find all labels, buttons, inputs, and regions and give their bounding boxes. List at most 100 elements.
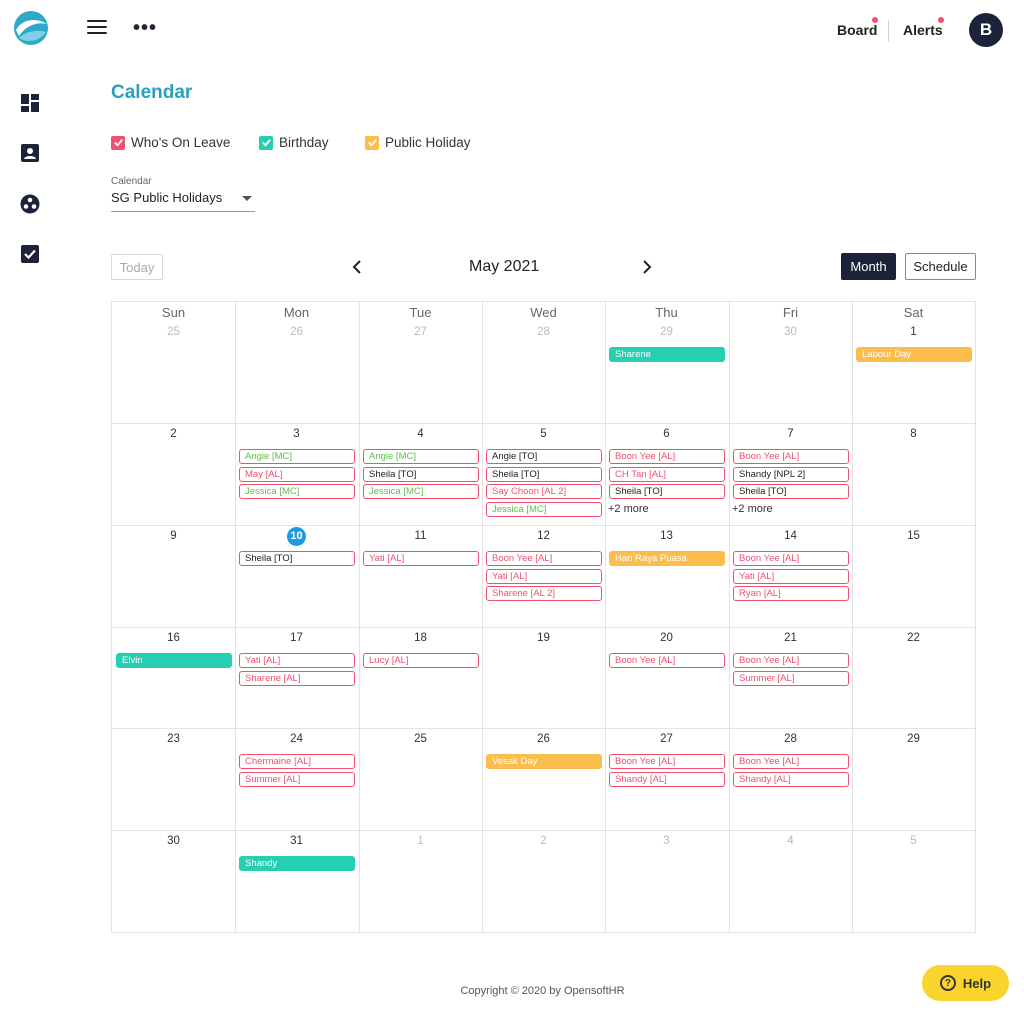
day-number[interactable]: 16 bbox=[167, 632, 180, 644]
checkbox-checked-icon[interactable] bbox=[259, 135, 273, 150]
day-number[interactable]: 25 bbox=[167, 326, 180, 338]
calendar-event[interactable]: Yati [AL] bbox=[363, 551, 479, 566]
help-button[interactable]: ? Help bbox=[922, 965, 1009, 1001]
day-number[interactable]: 21 bbox=[784, 632, 797, 644]
team-icon[interactable] bbox=[20, 194, 40, 214]
day-number[interactable]: 4 bbox=[787, 835, 794, 847]
board-link[interactable]: Board bbox=[837, 22, 877, 38]
calendar-event[interactable]: Shandy bbox=[239, 856, 355, 871]
calendar-event[interactable]: Shandy [NPL 2] bbox=[733, 466, 849, 482]
day-number[interactable]: 3 bbox=[293, 428, 300, 440]
calendar-event[interactable]: Summer [AL] bbox=[239, 771, 355, 787]
day-number[interactable]: 28 bbox=[784, 733, 797, 745]
day-number[interactable]: 4 bbox=[417, 428, 424, 440]
day-number[interactable]: 5 bbox=[540, 428, 547, 440]
day-number[interactable]: 18 bbox=[414, 632, 427, 644]
day-number[interactable]: 1 bbox=[910, 326, 917, 338]
day-number[interactable]: 3 bbox=[663, 835, 670, 847]
calendar-event[interactable]: Sheila [TO] bbox=[486, 466, 602, 482]
calendar-event[interactable]: Sheila [TO] bbox=[733, 484, 849, 500]
legend-birthday[interactable]: Birthday bbox=[259, 135, 329, 150]
calendar-event[interactable]: Hari Raya Puasa bbox=[609, 551, 725, 566]
calendar-event[interactable]: Boon Yee [AL] bbox=[609, 653, 725, 668]
day-number[interactable]: 26 bbox=[537, 733, 550, 745]
calendar-select[interactable]: SG Public Holidays bbox=[111, 190, 255, 212]
day-number[interactable]: 12 bbox=[537, 530, 550, 542]
calendar-event[interactable]: Yati [AL] bbox=[239, 653, 355, 668]
day-number[interactable]: 17 bbox=[290, 632, 303, 644]
checkbox-checked-icon[interactable] bbox=[111, 135, 125, 150]
checkbox-checked-icon[interactable] bbox=[365, 135, 379, 150]
day-number[interactable]: 31 bbox=[290, 835, 303, 847]
checkbox-icon[interactable] bbox=[20, 244, 40, 264]
day-number[interactable]: 30 bbox=[167, 835, 180, 847]
calendar-event[interactable]: Boon Yee [AL] bbox=[609, 449, 725, 464]
more-events-link[interactable]: +2 more bbox=[732, 502, 773, 515]
calendar-event[interactable]: Ryan [AL] bbox=[733, 586, 849, 602]
day-number[interactable]: 29 bbox=[907, 733, 920, 745]
calendar-event[interactable]: Angie [TO] bbox=[486, 449, 602, 464]
today-day-number[interactable]: 10 bbox=[287, 527, 306, 546]
day-number[interactable]: 10 bbox=[235, 527, 358, 546]
calendar-event[interactable]: May [AL] bbox=[239, 466, 355, 482]
day-number[interactable]: 22 bbox=[907, 632, 920, 644]
calendar-event[interactable]: Yati [AL] bbox=[486, 568, 602, 584]
avatar[interactable]: B bbox=[969, 13, 1003, 47]
hamburger-menu-icon[interactable] bbox=[87, 20, 107, 38]
calendar-event[interactable]: Sheila [TO] bbox=[609, 484, 725, 500]
day-number[interactable]: 26 bbox=[290, 326, 303, 338]
calendar-event[interactable]: Boon Yee [AL] bbox=[733, 754, 849, 769]
calendar-event[interactable]: Elvin bbox=[116, 653, 232, 668]
calendar-event[interactable]: Sharene [AL] bbox=[239, 670, 355, 686]
day-number[interactable]: 2 bbox=[540, 835, 547, 847]
chevron-right-icon[interactable] bbox=[639, 258, 655, 276]
day-number[interactable]: 6 bbox=[663, 428, 670, 440]
calendar-event[interactable]: Boon Yee [AL] bbox=[486, 551, 602, 566]
calendar-event[interactable]: Angie [MC] bbox=[239, 449, 355, 464]
calendar-event[interactable]: Sharene [AL 2] bbox=[486, 586, 602, 602]
brand-logo-icon[interactable] bbox=[13, 10, 49, 46]
calendar-event[interactable]: CH Tan [AL] bbox=[609, 466, 725, 482]
day-number[interactable]: 27 bbox=[660, 733, 673, 745]
calendar-event[interactable]: Boon Yee [AL] bbox=[733, 551, 849, 566]
calendar-event[interactable]: Jessica [MC] bbox=[486, 501, 602, 517]
day-number[interactable]: 14 bbox=[784, 530, 797, 542]
legend-public-holiday[interactable]: Public Holiday bbox=[365, 135, 471, 150]
day-number[interactable]: 2 bbox=[170, 428, 177, 440]
calendar-event[interactable]: Jessica [MC] bbox=[363, 484, 479, 500]
calendar-event[interactable]: Summer [AL] bbox=[733, 670, 849, 686]
calendar-event[interactable]: Boon Yee [AL] bbox=[733, 449, 849, 464]
calendar-event[interactable]: Lucy [AL] bbox=[363, 653, 479, 668]
alerts-link[interactable]: Alerts bbox=[903, 22, 943, 38]
chevron-left-icon[interactable] bbox=[349, 258, 365, 276]
day-number[interactable]: 29 bbox=[660, 326, 673, 338]
calendar-event[interactable]: Boon Yee [AL] bbox=[609, 754, 725, 769]
day-number[interactable]: 7 bbox=[787, 428, 794, 440]
day-number[interactable]: 19 bbox=[537, 632, 550, 644]
day-number[interactable]: 24 bbox=[290, 733, 303, 745]
day-number[interactable]: 27 bbox=[414, 326, 427, 338]
today-button[interactable]: Today bbox=[111, 254, 163, 280]
day-number[interactable]: 30 bbox=[784, 326, 797, 338]
day-number[interactable]: 11 bbox=[414, 530, 427, 542]
day-number[interactable]: 25 bbox=[414, 733, 427, 745]
calendar-event[interactable]: Sheila [TO] bbox=[239, 551, 355, 566]
contact-card-icon[interactable] bbox=[20, 143, 40, 163]
day-number[interactable]: 23 bbox=[167, 733, 180, 745]
month-view-button[interactable]: Month bbox=[841, 253, 896, 280]
calendar-event[interactable]: Vesak Day bbox=[486, 754, 602, 769]
more-dots-icon[interactable]: ••• bbox=[133, 17, 158, 39]
day-number[interactable]: 20 bbox=[660, 632, 673, 644]
calendar-event[interactable]: Chermaine [AL] bbox=[239, 754, 355, 769]
day-number[interactable]: 15 bbox=[907, 530, 920, 542]
schedule-view-button[interactable]: Schedule bbox=[905, 253, 976, 280]
day-number[interactable]: 28 bbox=[537, 326, 550, 338]
calendar-event[interactable]: Shandy [AL] bbox=[733, 771, 849, 787]
calendar-event[interactable]: Yati [AL] bbox=[733, 568, 849, 584]
calendar-event[interactable]: Say Choon [AL 2] bbox=[486, 484, 602, 500]
day-number[interactable]: 8 bbox=[910, 428, 917, 440]
calendar-event[interactable]: Angie [MC] bbox=[363, 449, 479, 464]
dashboard-icon[interactable] bbox=[20, 93, 40, 113]
day-number[interactable]: 13 bbox=[660, 530, 673, 542]
more-events-link[interactable]: +2 more bbox=[608, 502, 649, 515]
